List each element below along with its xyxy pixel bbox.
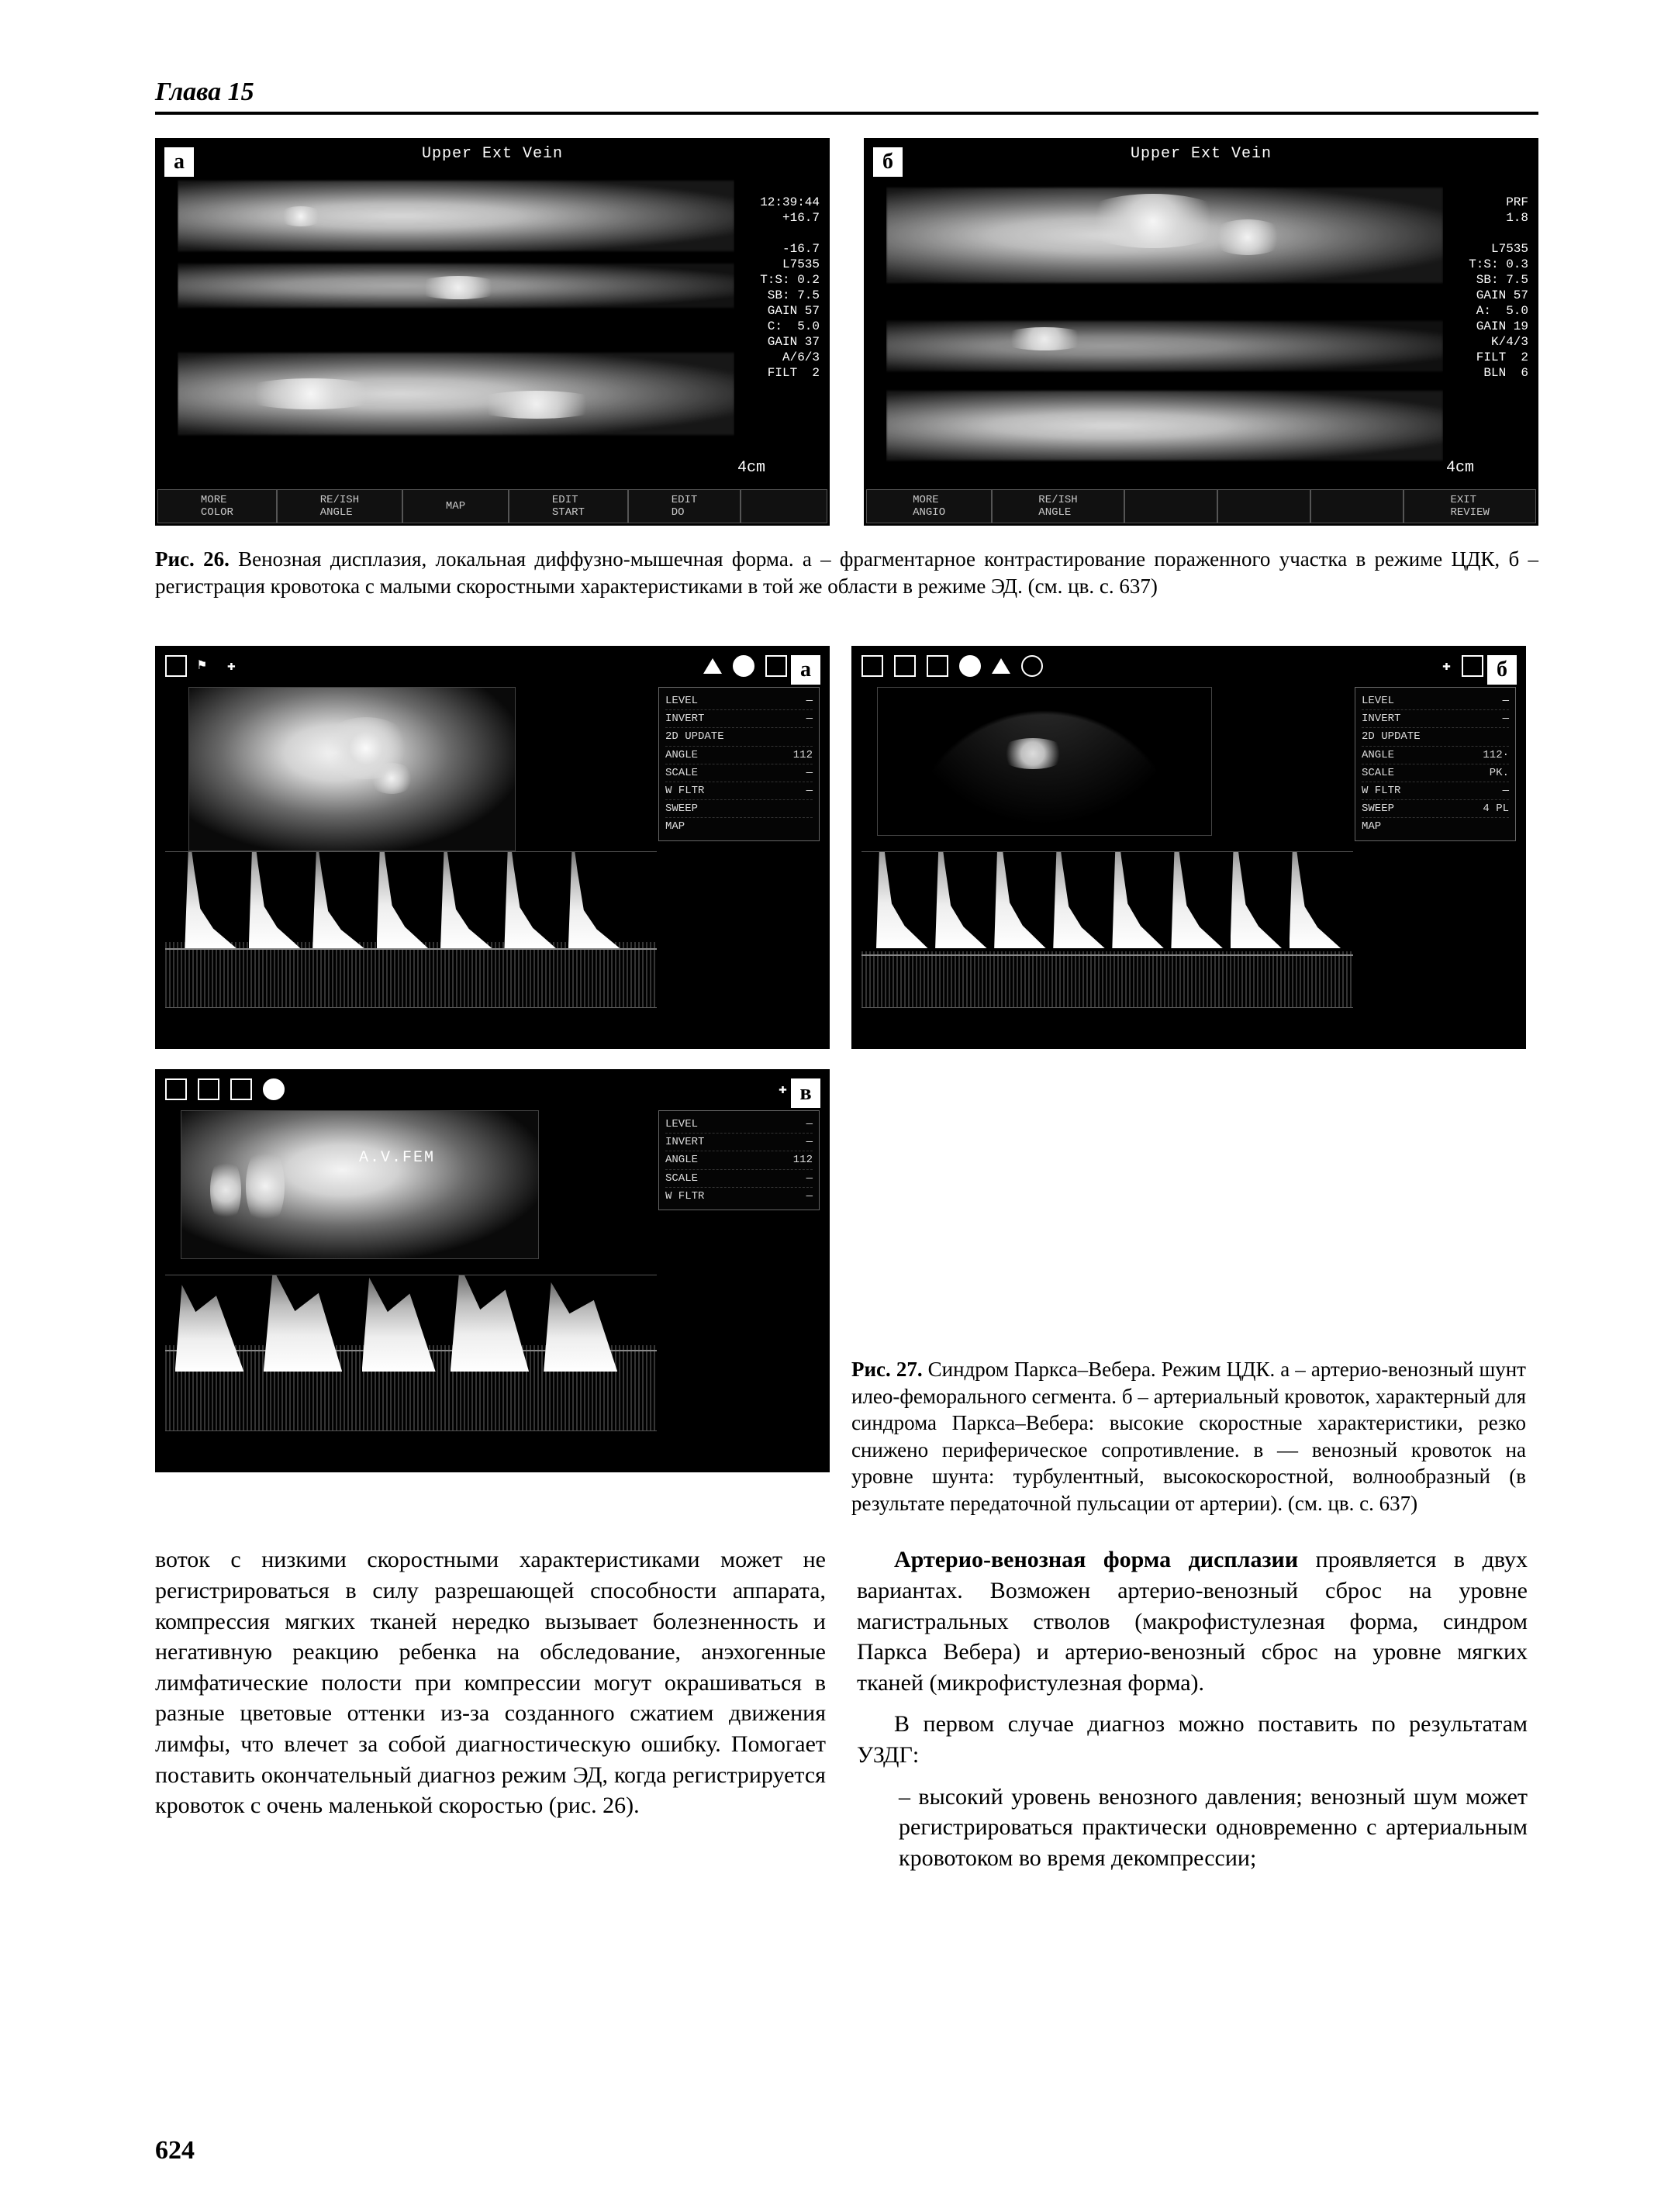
grid-icon[interactable] [894, 655, 916, 677]
doppler-top-icons-a: ⚑ ✚ [165, 653, 820, 679]
settings-icon[interactable] [927, 655, 948, 677]
body-right-p1: Артерио-венозная форма дисплазии проявля… [857, 1544, 1528, 1698]
panel-letter-v-27: в [789, 1076, 823, 1110]
circle-icon[interactable] [1021, 655, 1043, 677]
us-btn[interactable]: MORE COLOR [157, 489, 277, 523]
circle-icon[interactable] [263, 1078, 285, 1100]
us-btn[interactable] [1124, 489, 1217, 523]
us-btn[interactable]: MORE ANGIO [866, 489, 992, 523]
view-icon[interactable] [165, 1078, 187, 1100]
us-image-a [178, 168, 734, 486]
panel-letter-a-27: а [789, 653, 823, 687]
fig27-panel-b: б ✚ [851, 646, 1526, 1049]
fig27-caption-text: Синдром Паркса–Вебера. Режим ЦДК. а – ар… [851, 1358, 1526, 1515]
figure-26-row: а Upper Ext Vein 12:39:44 +16.7 -16.7 L7… [155, 138, 1538, 526]
us-btn[interactable] [1217, 489, 1310, 523]
us-bottom-bar-a: MORE COLOR RE/ISH ANGLE MAP EDIT START E… [157, 489, 827, 523]
body-right-p1-strong: Артерио-венозная форма дисплазии [894, 1547, 1298, 1572]
us-image-b [886, 168, 1443, 486]
us-btn[interactable]: RE/ISH ANGLE [992, 489, 1124, 523]
fig27-caption: Рис. 27. Синдром Паркса–Вебера. Режим ЦД… [851, 1356, 1526, 1517]
doppler-top-icons-b: ✚ [861, 653, 1516, 679]
page-number: 624 [155, 2136, 195, 2165]
us-btn[interactable]: EXIT REVIEW [1404, 489, 1536, 523]
grid-icon[interactable] [198, 1078, 219, 1100]
us-readout-a: 12:39:44 +16.7 -16.7 L7535 T:S: 0.2 SB: … [760, 195, 820, 381]
us-btn[interactable] [1310, 489, 1404, 523]
us-title-b: Upper Ext Vein [1131, 145, 1272, 163]
spectral-v [165, 1275, 657, 1431]
list-item: – высокий уровень венозного давления; ве… [899, 1782, 1528, 1874]
us-btn[interactable]: EDIT START [509, 489, 628, 523]
fig27-panel-v: в ✚ A.V.FEM [155, 1069, 830, 1472]
plus-icon[interactable]: ✚ [779, 1081, 787, 1098]
plus-icon[interactable]: ✚ [1442, 657, 1451, 675]
view-icon[interactable] [861, 655, 883, 677]
bmode-inset-v [181, 1110, 539, 1259]
grid-icon[interactable] [765, 655, 787, 677]
doppler-readout-b: LEVEL— INVERT— 2D UPDATE ANGLE112· SCALE… [1355, 687, 1516, 841]
body-right-p2: В первом случае диагноз можно поставить … [857, 1709, 1528, 1770]
circle-icon[interactable] [733, 655, 754, 677]
bmode-inset-a [188, 687, 516, 851]
fig26-caption: Рис. 26. Венозная дисплазия, локальная д… [155, 546, 1538, 599]
us-btn[interactable] [741, 489, 827, 523]
doppler-readout-a: LEVEL— INVERT— 2D UPDATE ANGLE112 SCALE—… [658, 687, 820, 841]
body-left-p1: воток с низкими скоростными характеристи… [155, 1544, 826, 1820]
body-text-left: воток с низкими скоростными характеристи… [155, 1544, 826, 1879]
us-btn[interactable]: RE/ISH ANGLE [277, 489, 402, 523]
fig26-caption-text: Венозная дисплазия, локальная диффузно-м… [155, 547, 1538, 598]
panel-letter-b: б [871, 145, 905, 179]
list-item-text: высокий уровень венозного давления; вено… [899, 1784, 1528, 1871]
body-right-list: – высокий уровень венозного давления; ве… [857, 1782, 1528, 1874]
fig26-panel-b: б Upper Ext Vein PRF 1.8 L7535 T:S: 0.3 … [864, 138, 1538, 526]
bmode-inset-b [877, 687, 1212, 836]
chapter-header: Глава 15 [155, 78, 1538, 115]
view-icon[interactable] [165, 655, 187, 677]
fig27-caption-label: Рис. 27. [851, 1358, 923, 1381]
doc-icon[interactable] [1462, 655, 1483, 677]
us-btn[interactable]: MAP [402, 489, 509, 523]
fig26-caption-label: Рис. 26. [155, 547, 230, 571]
us-btn[interactable]: EDIT DO [628, 489, 741, 523]
doppler-top-icons-v: ✚ [165, 1076, 820, 1103]
fig27-panel-a: а ⚑ ✚ [155, 646, 830, 1049]
triangle-icon[interactable] [992, 658, 1010, 674]
us-title-a: Upper Ext Vein [422, 145, 563, 163]
fig26-panel-a: а Upper Ext Vein 12:39:44 +16.7 -16.7 L7… [155, 138, 830, 526]
us-readout-b: PRF 1.8 L7535 T:S: 0.3 SB: 7.5 GAIN 57 A… [1469, 195, 1528, 381]
scale-label-b: 4cm [1446, 459, 1474, 477]
bmode-label-v: A.V.FEM [359, 1149, 435, 1167]
doppler-readout-v: LEVEL— INVERT— ANGLE112 SCALE— W FLTR— [658, 1110, 820, 1210]
scale-label-a: 4cm [737, 459, 765, 477]
panel-letter-b-27: б [1485, 653, 1519, 687]
circle-icon[interactable] [959, 655, 981, 677]
spectral-b [861, 851, 1353, 1008]
spectral-a [165, 851, 657, 1008]
triangle-icon[interactable] [703, 658, 722, 674]
plus-icon[interactable]: ✚ [227, 657, 236, 675]
settings-icon[interactable] [230, 1078, 252, 1100]
flag-icon[interactable]: ⚑ [198, 657, 216, 675]
panel-letter-a: а [162, 145, 196, 179]
us-bottom-bar-b: MORE ANGIO RE/ISH ANGLE EXIT REVIEW [866, 489, 1536, 523]
body-text-right: Артерио-венозная форма дисплазии проявля… [857, 1544, 1528, 1879]
